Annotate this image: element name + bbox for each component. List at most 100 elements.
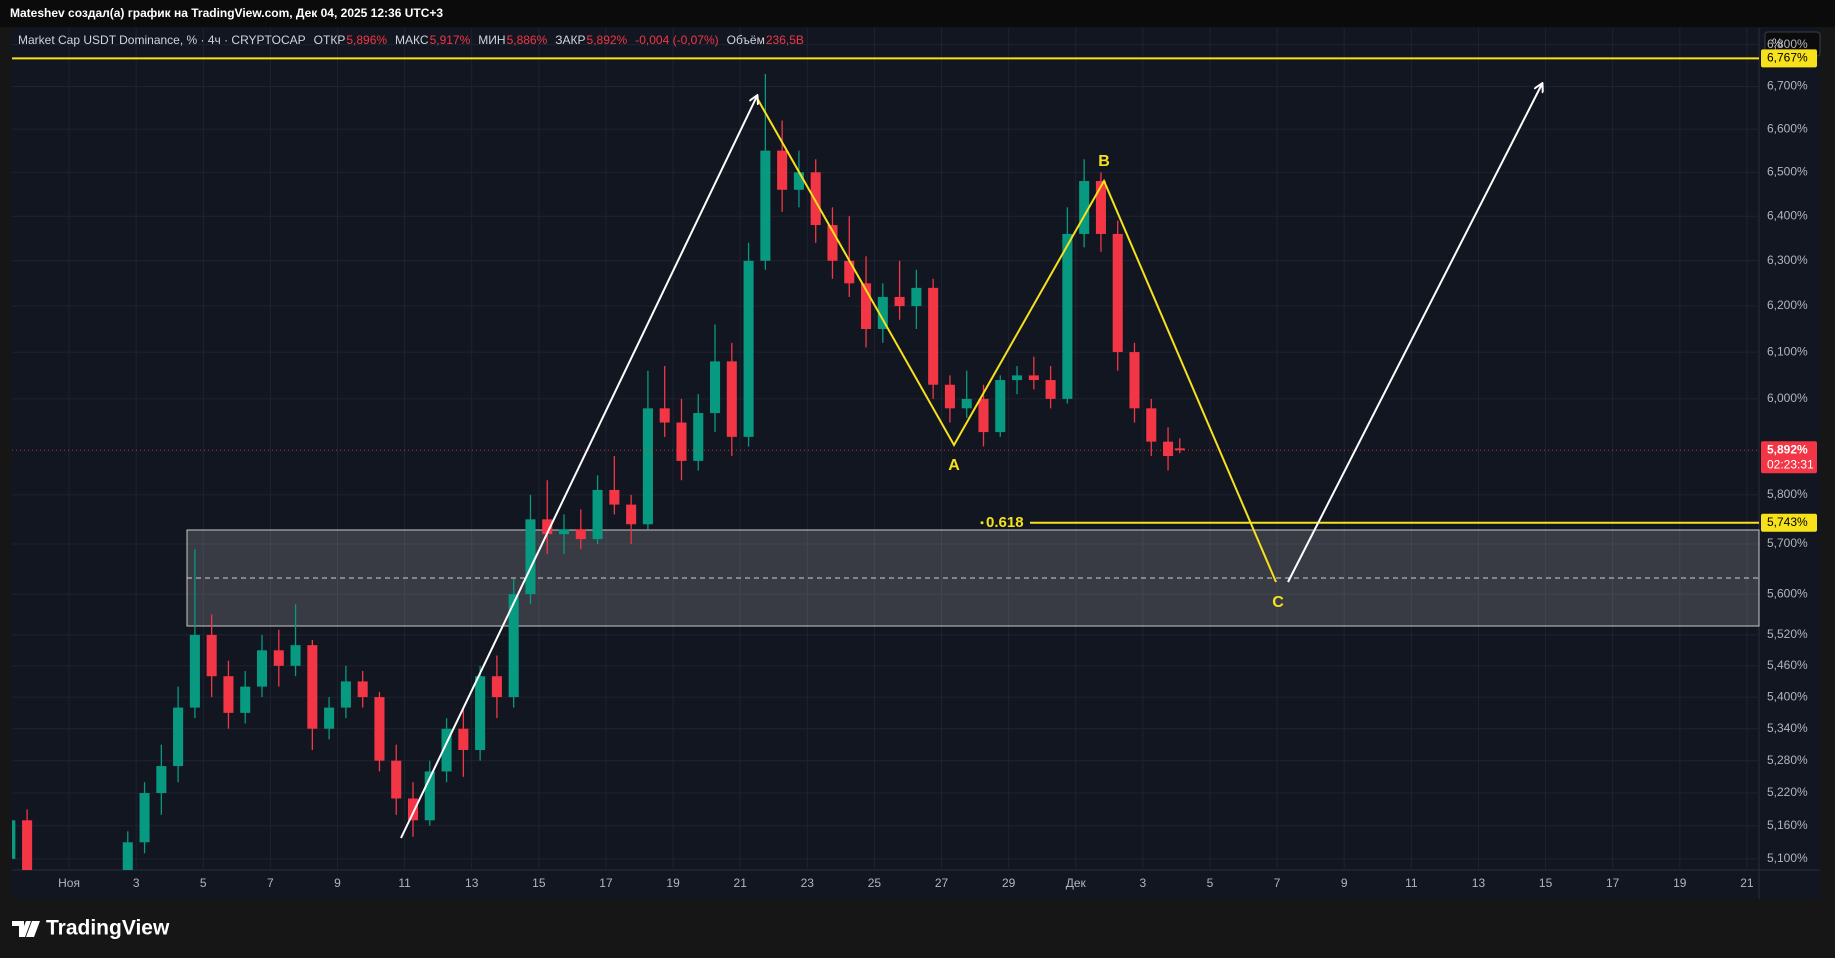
legend-item: Объём (727, 33, 765, 47)
y-tick-label: 5,100% (1767, 851, 1808, 865)
candle-body (12, 820, 16, 859)
x-tick-label: 27 (935, 876, 949, 890)
grid-layer (12, 28, 1759, 870)
y-tick-label: 6,000% (1767, 391, 1808, 405)
candle-body (391, 760, 402, 799)
candle-body (173, 707, 184, 767)
candle-body (240, 686, 251, 713)
legend-item: 5,896% (346, 33, 387, 47)
candle-body (575, 529, 586, 540)
candle-body (928, 287, 939, 385)
y-tick-label: 6,600% (1767, 121, 1808, 135)
candle-body (424, 771, 435, 821)
x-tick-label: 25 (868, 876, 882, 890)
candle-body (944, 384, 955, 409)
candle-body (256, 650, 268, 687)
legend-item: МАКС (395, 33, 429, 47)
candle-body (810, 172, 821, 226)
wave-label: B (1098, 153, 1110, 170)
candle-body (139, 793, 150, 843)
candle-body (592, 489, 603, 540)
candle-body (525, 519, 536, 595)
candle-body (1163, 441, 1174, 457)
legend-item: МИН (478, 33, 505, 47)
level-label: 6,767% (1767, 51, 1808, 65)
candle-body (189, 634, 200, 708)
x-tick-label: 7 (1274, 876, 1281, 890)
candle-body (223, 676, 234, 713)
candle-body (374, 697, 385, 761)
y-tick-label: 6,100% (1767, 344, 1808, 358)
x-tick-label: 21 (1740, 876, 1754, 890)
countdown-label: 02:23:31 (1767, 457, 1814, 471)
candle-body (1012, 375, 1023, 381)
candle-body (861, 283, 872, 329)
header-bar (0, 0, 1835, 27)
y-tick-label: 5,340% (1767, 721, 1808, 735)
candle-body (357, 681, 368, 698)
x-tick-label: 9 (1341, 876, 1348, 890)
candle-body (743, 260, 754, 437)
y-tick-label: 6,800% (1767, 37, 1808, 51)
x-tick-label: 17 (1606, 876, 1620, 890)
legend-item: 5,886% (507, 33, 548, 47)
y-tick-label: 5,400% (1767, 689, 1808, 703)
level-badge (1761, 49, 1817, 68)
legend-item: Market Cap USDT Dominance, % · 4ч · CRYP… (18, 33, 306, 47)
candle-body (1095, 181, 1106, 234)
logo-icon (12, 921, 40, 937)
candle-body (122, 842, 133, 870)
y-tick-label: 5,700% (1767, 536, 1808, 550)
candle-body (324, 707, 335, 729)
y-tick-label: 5,220% (1767, 785, 1808, 799)
legend-item: 5,917% (430, 33, 471, 47)
candle-body (793, 172, 804, 190)
x-tick-label: 23 (801, 876, 815, 890)
x-tick-label: 11 (398, 876, 411, 890)
candle-body (22, 820, 33, 870)
x-tick-label: 5 (1207, 876, 1214, 890)
scale-button-label[interactable]: % (1772, 36, 1783, 50)
candle-body (307, 645, 318, 729)
y-tick-label: 6,700% (1767, 79, 1808, 93)
y-tick-label: 5,520% (1767, 627, 1808, 641)
legend-item: ОТКР (314, 33, 346, 47)
wave-label: C (1272, 594, 1284, 611)
candle-body (659, 408, 670, 423)
candle-body (1174, 448, 1185, 451)
level-label: 5,743% (1767, 515, 1808, 529)
y-tick-label: 6,400% (1767, 208, 1808, 222)
candle-body (642, 408, 653, 525)
header-text: Mateshev создал(а) график на TradingView… (10, 6, 443, 20)
y-tick-label: 6,500% (1767, 164, 1808, 178)
y-tick-label: 6,300% (1767, 253, 1808, 267)
candle-body (558, 529, 570, 535)
candle-body (1112, 233, 1123, 353)
candle-body (609, 489, 620, 505)
y-tick-label: 5,800% (1767, 487, 1808, 501)
target-arrow (1287, 84, 1542, 583)
x-tick-label: 15 (1539, 876, 1553, 890)
y-tick-label: 5,280% (1767, 753, 1808, 767)
legend-item: ЗАКР (555, 33, 585, 47)
candle-body (1079, 181, 1090, 234)
candle-body (407, 798, 419, 821)
y-tick-label: 6,200% (1767, 298, 1808, 312)
x-tick-label: Ноя (58, 876, 80, 890)
candle-body (844, 260, 855, 284)
overlay-layer: 0.618 (12, 57, 1759, 531)
wave-label: A (948, 457, 960, 474)
x-tick-label: 5 (200, 876, 207, 890)
candle-body (693, 413, 704, 461)
y-tick-label: 5,460% (1767, 658, 1808, 672)
candle-body (1062, 233, 1073, 399)
x-tick-label: 11 (1405, 876, 1418, 890)
wave-zigzag (756, 97, 1277, 583)
x-tick-label: 15 (532, 876, 546, 890)
last-price-badge (1761, 441, 1817, 474)
chart-area (12, 28, 1820, 899)
fib-dot (980, 521, 984, 525)
candle-body (1129, 352, 1140, 409)
candle-body (458, 728, 469, 751)
candle-body (273, 650, 284, 666)
